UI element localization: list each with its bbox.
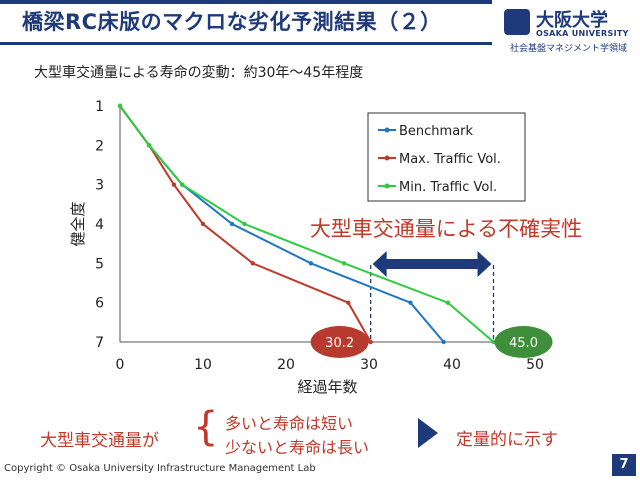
series-point-0 (229, 221, 235, 227)
legend-entry: Benchmark (399, 124, 474, 139)
uncertainty-label: 大型車交通量による不確実性 (310, 217, 582, 241)
title-underline (0, 42, 492, 45)
uncertainty-arrow-right-head (477, 251, 492, 277)
page-number: 7 (612, 454, 636, 476)
slide-title: 橋梁RC床版のマクロな劣化予測結果（２） (22, 10, 442, 34)
min-life-oval (310, 326, 369, 358)
bottom-lead-text: 大型車交通量が (40, 431, 159, 451)
legend-swatch-point (384, 127, 390, 133)
x-tick-label: 30 (360, 357, 378, 373)
x-tick-label: 50 (526, 357, 544, 373)
logo-name-en: OSAKA UNIVERSITY (536, 29, 629, 38)
x-tick-label: 10 (194, 357, 212, 373)
series-point-2 (117, 103, 123, 109)
y-tick-label: 4 (95, 217, 104, 233)
series-point-0 (441, 339, 446, 345)
min-life-label: 30.2 (325, 336, 354, 351)
series-point-1 (346, 300, 351, 305)
brace-icon: { (193, 404, 219, 450)
max-life-oval (494, 326, 553, 358)
series-point-2 (445, 300, 451, 305)
legend-swatch-point (384, 183, 390, 189)
title-top-bar (0, 0, 492, 4)
series-point-1 (368, 339, 373, 345)
series-point-2 (146, 143, 152, 148)
traffic-high-text: 多いと寿命は短い (225, 414, 354, 433)
series-point-1 (200, 221, 206, 227)
traffic-low-text: 少ないと寿命は長い (225, 438, 370, 457)
y-tick-label: 7 (95, 335, 104, 351)
series-point-2 (242, 221, 247, 227)
y-tick-label: 6 (95, 296, 104, 312)
legend-entry: Max. Traffic Vol. (399, 152, 501, 167)
conclusion-text: 定量的に示す (456, 430, 558, 450)
x-tick-label: 0 (116, 357, 125, 373)
series-point-2 (180, 182, 185, 187)
series-point-0 (408, 300, 413, 305)
university-seal-icon (504, 9, 530, 35)
slide-subtitle: 大型車交通量による寿命の変動：約30年～45年程度 (34, 65, 364, 81)
series-point-2 (341, 261, 347, 266)
x-axis-label: 経過年数 (297, 378, 357, 396)
arrow-right-icon (418, 418, 438, 448)
logo-name: 大阪大学 (536, 10, 608, 31)
max-life-label: 45.0 (509, 336, 538, 351)
y-tick-label: 2 (95, 138, 104, 154)
x-tick-label: 20 (277, 357, 295, 373)
x-tick-label: 40 (443, 357, 461, 373)
y-axis-label: 健全度 (69, 201, 87, 246)
university-logo: 大阪大学 OSAKA UNIVERSITY 社会基盤マネジメント学領域 (504, 6, 638, 54)
legend-entry: Min. Traffic Vol. (399, 180, 497, 195)
series-point-1 (250, 261, 255, 266)
legend-swatch-point (384, 155, 390, 161)
series-point-1 (171, 182, 177, 187)
deterioration-chart: 1 2 3 4 5 6 70 10 20 30 40 50 経過年数 健全度 大型車交通量による不確実性 30… (69, 99, 582, 396)
y-tick-label: 3 (95, 178, 104, 194)
uncertainty-arrow-left-head (372, 251, 387, 277)
y-tick-label: 5 (95, 256, 104, 272)
series-point-0 (308, 261, 314, 266)
y-tick-label: 1 (95, 99, 104, 115)
copyright-text: Copyright © Osaka University Infrastruct… (4, 463, 316, 474)
logo-department: 社会基盤マネジメント学領域 (510, 44, 628, 54)
